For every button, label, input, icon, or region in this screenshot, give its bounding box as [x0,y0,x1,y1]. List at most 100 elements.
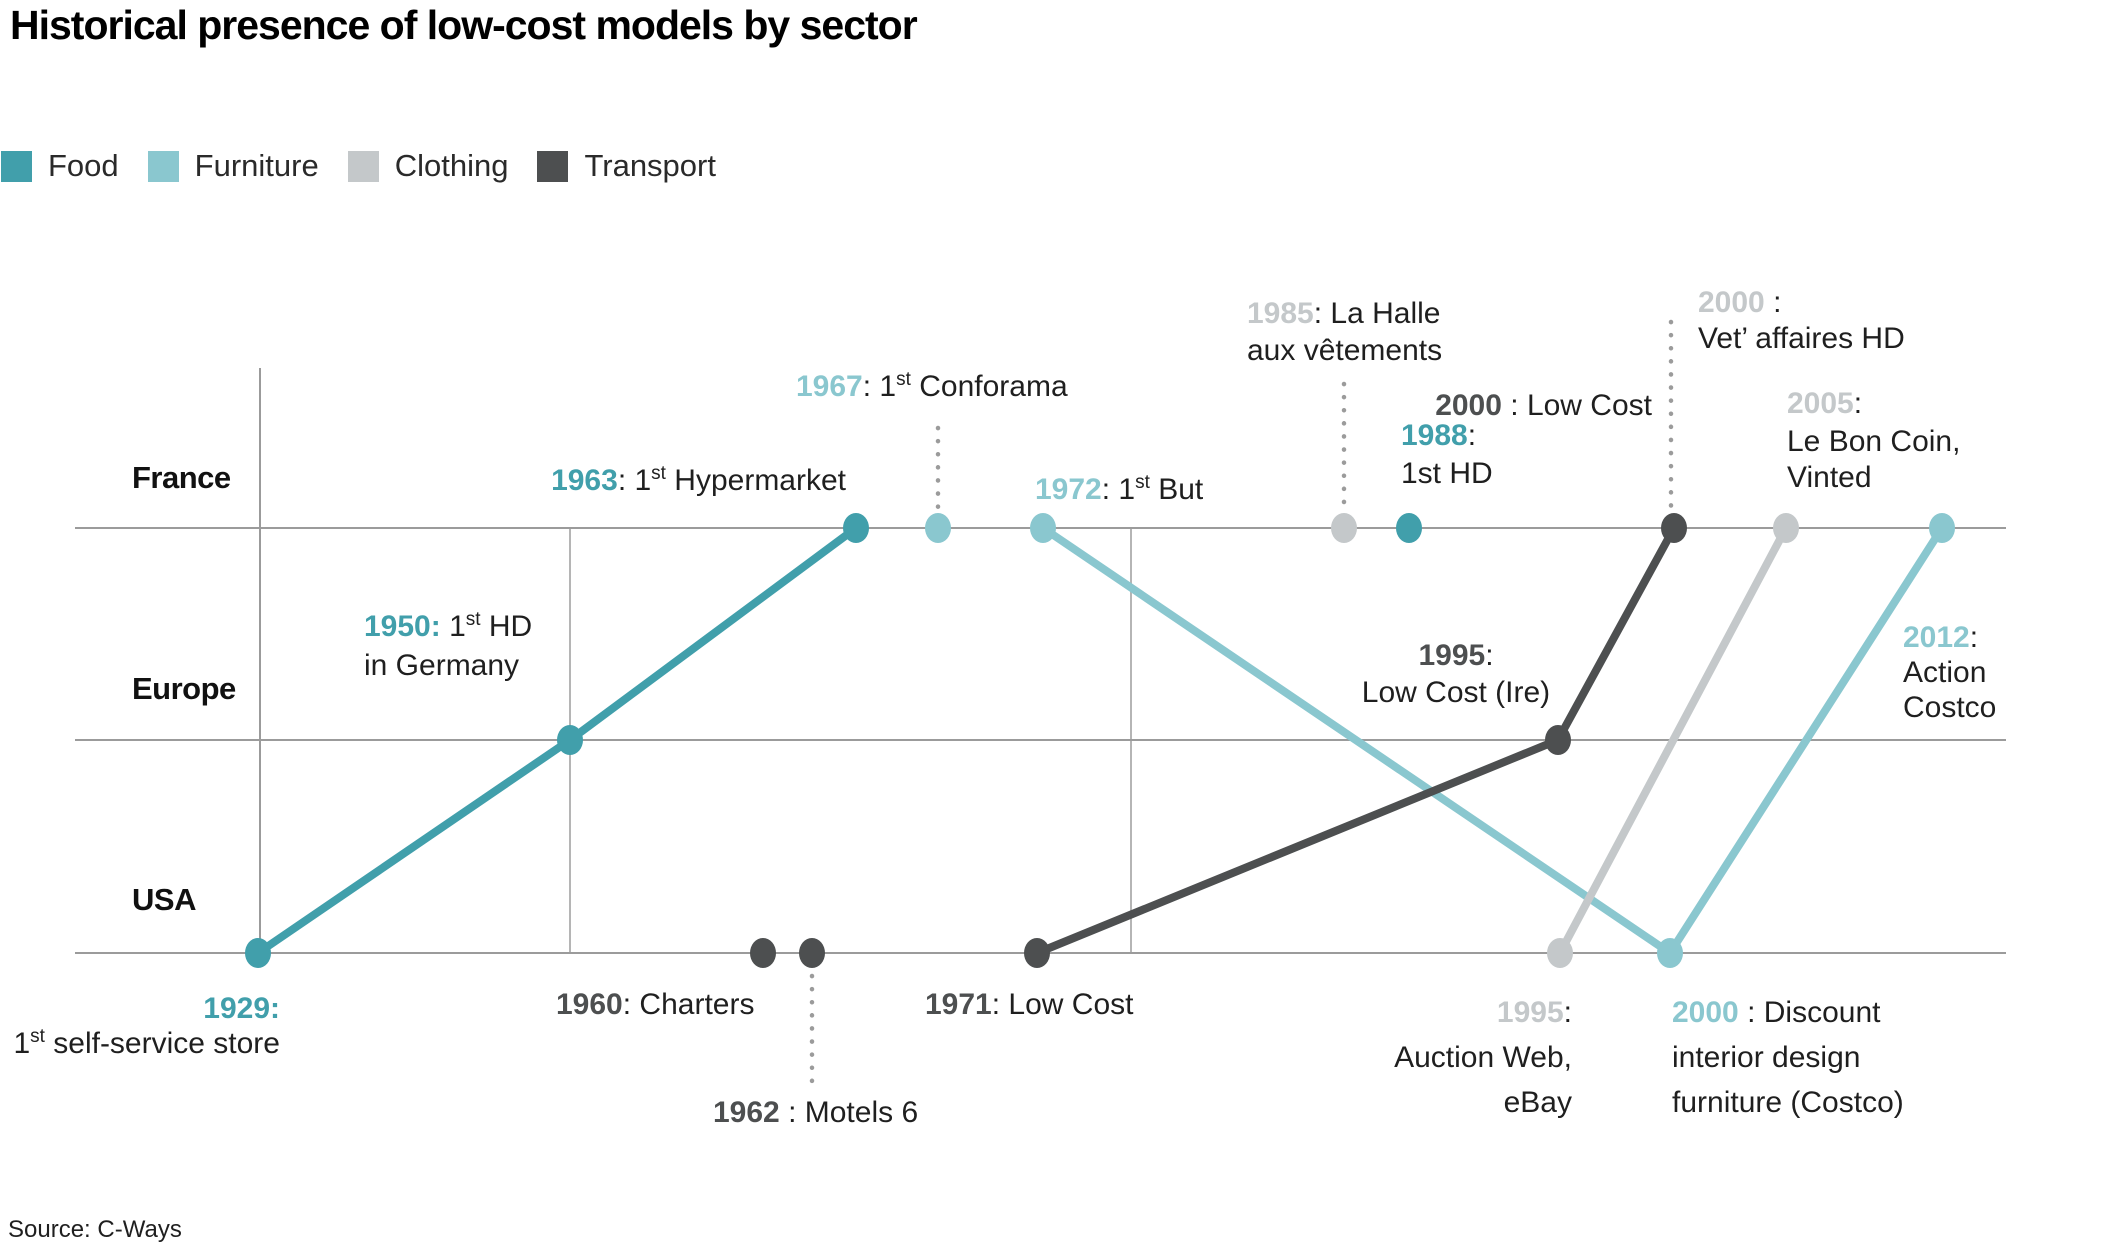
annotation-segment: 1929: [203,992,280,1025]
legend-swatch-clothing [347,150,379,182]
annotation-a2012-line1: 2012: [1903,621,1978,654]
data-point-furniture-2000 [1657,938,1683,968]
legend-label-food: Food [48,148,119,183]
row-label-france: France [132,460,231,495]
legend-item-transport: Transport [537,148,716,184]
annotation-segment: eBay [1504,1086,1572,1119]
annotation-segment: 2005 [1787,387,1854,420]
annotation-segment: interior design [1672,1041,1860,1074]
annotation-a2000vet-line1: 2000 : [1698,286,1781,319]
annotation-segment: Low Cost (Ire) [1362,676,1550,709]
annotation-segment: : [1854,387,1862,420]
annotation-segment: 1950: [364,610,441,643]
legend: Food Furniture Clothing Transport [1,148,745,184]
data-point-furniture-1972 [1030,513,1056,543]
legend-item-furniture: Furniture [147,148,319,184]
data-point-transport-1960 [750,938,776,968]
annotation-a2000disc-line2: interior design [1672,1041,1860,1074]
annotation-a2000disc-line3: furniture (Costco) [1672,1086,1904,1119]
legend-label-clothing: Clothing [394,148,509,183]
annotation-a1960-line1: 1960: Charters [556,988,754,1021]
annotation-a2000disc-line1: 2000 : Discount [1672,996,1881,1029]
data-point-food-1950 [557,725,583,755]
annotation-segment: : Charters [623,988,755,1021]
annotation-a2005-line1: 2005: [1787,387,1862,420]
annotation-a1967-line1: 1967: 1st Conforama [796,369,1068,403]
annotation-a2012-line3: Costco [1903,691,1996,724]
annotation-segment: But [1150,473,1204,506]
annotation-segment: 2012 [1903,621,1970,654]
annotation-a1995ire-line2: Low Cost (Ire) [1362,676,1550,709]
legend-swatch-food [1,150,32,182]
annotation-a2012-line2: Action [1903,656,1986,689]
annotation-a1995web-line2: Auction Web, [1394,1041,1572,1074]
annotation-segment: 1967 [796,370,863,403]
timeline-line-clothing [1556,524,1790,957]
annotation-segment: : 1 [618,464,651,497]
annotation-segment: : Discount [1739,996,1881,1029]
annotation-segment: : [1765,286,1782,319]
data-point-food-1988 [1396,513,1422,543]
annotation-segment: st [466,609,482,630]
annotation-a1985-line1: 1985: La Halle [1247,297,1441,330]
legend-label-transport: Transport [584,148,716,183]
annotation-a2005-line3: Vinted [1787,461,1872,494]
legend-swatch-transport [537,150,569,182]
annotation-a2005-line2: Le Bon Coin, [1787,425,1960,458]
annotation-a1950-line2: in Germany [364,649,519,682]
annotation-a2000vet-line2: Vet’ affaires HD [1698,322,1905,355]
annotation-segment: 2000 [1435,389,1502,422]
annotation-segment: : [1564,996,1572,1029]
annotation-segment: : [1468,419,1476,452]
legend-swatch-furniture [147,150,179,182]
annotation-a1988-line1: 1988: [1401,419,1476,452]
data-point-food-1929 [245,938,271,968]
annotation-a1995web-line1: 1995: [1497,996,1572,1029]
annotation-segment: Conforama [911,370,1068,403]
annotation-segment: Vinted [1787,461,1872,494]
annotation-segment: furniture (Costco) [1672,1086,1904,1119]
annotation-segment: 1 [441,610,466,643]
page-title: Historical presence of low-cost models b… [10,2,918,48]
annotation-a1950-line1: 1950: 1st HD [364,609,532,643]
annotation-a1985-line2: aux vêtements [1247,334,1442,367]
legend-label-furniture: Furniture [194,148,319,183]
data-point-clothing-1995 [1547,938,1573,968]
row-label-europe: Europe [132,671,236,706]
annotation-segment: st [30,1026,46,1047]
data-point-transport-1962 [799,938,825,968]
annotation-segment: in Germany [364,649,519,682]
annotation-segment: : La Halle [1314,297,1441,330]
annotation-segment: self-service store [45,1027,280,1060]
annotation-a1962-line1: 1962 : Motels 6 [713,1096,918,1129]
annotation-segment: : Low Cost [1502,389,1653,422]
annotation-segment: Le Bon Coin, [1787,425,1960,458]
annotation-segment: Vet’ affaires HD [1698,322,1905,355]
annotation-segment: : Low Cost [992,988,1134,1021]
annotation-a1995web-line3: eBay [1504,1086,1572,1119]
annotation-segment: 1971 [925,988,992,1021]
annotation-segment: 1963 [551,464,618,497]
annotation-segment: 2000 [1698,286,1765,319]
annotation-segment: : Motels 6 [780,1096,918,1129]
annotation-segment: st [651,463,667,484]
annotation-a1972-line1: 1972: 1st But [1035,472,1204,506]
data-point-food-1963 [843,513,869,543]
annotation-segment: 1988 [1401,419,1468,452]
annotation-a1929-line2: 1st self-service store [13,1026,280,1060]
annotation-segment: 1962 [713,1096,780,1129]
annotation-a1988-line2: 1st HD [1401,457,1493,490]
annotation-segment: Costco [1903,691,1996,724]
legend-item-food: Food [1,148,119,184]
annotation-segment: 2000 [1672,996,1739,1029]
annotation-segment: aux vêtements [1247,334,1442,367]
annotation-segment: Action [1903,656,1986,689]
data-point-clothing-2005 [1773,513,1799,543]
annotation-segment: 1995 [1418,639,1485,672]
annotation-segment: : [1485,639,1493,672]
annotation-segment: 1st HD [1401,457,1493,490]
annotation-segment: : 1 [1102,473,1135,506]
annotation-segment: st [896,369,912,390]
